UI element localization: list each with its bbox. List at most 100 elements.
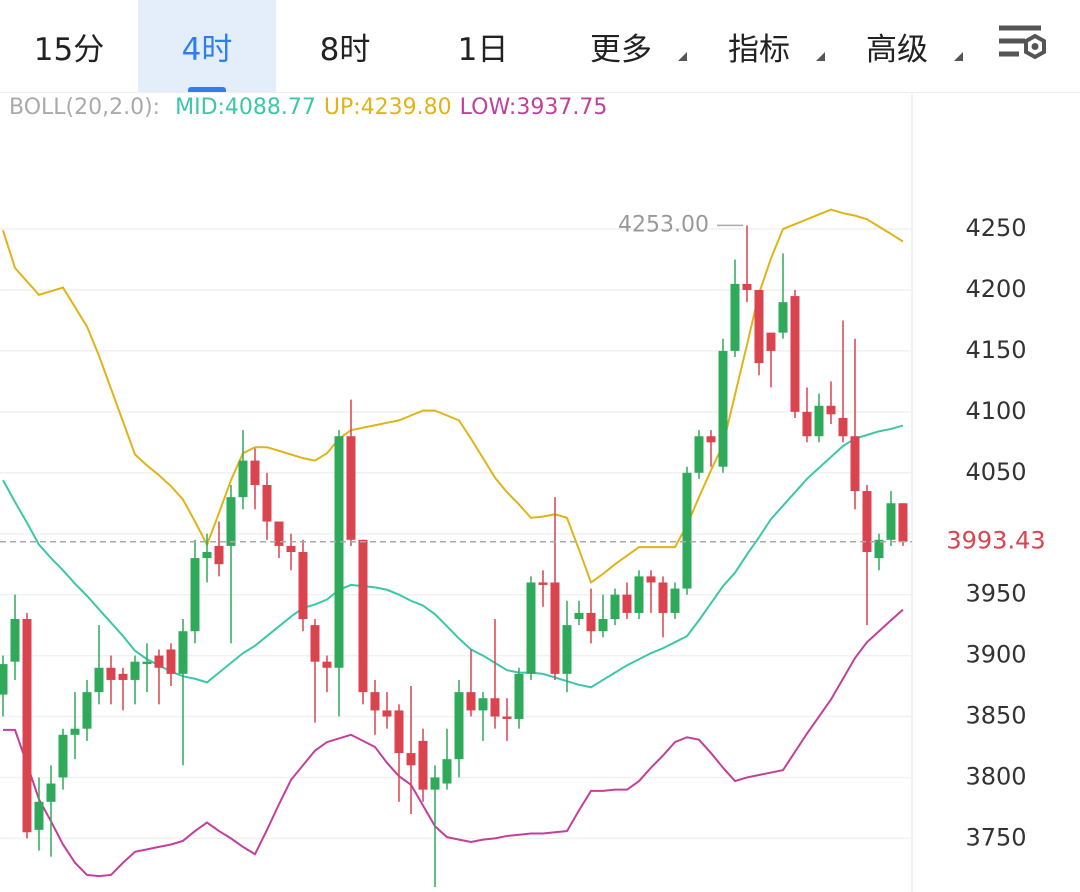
candle-body [46,783,56,802]
y-tick-label: 4150 [965,336,1026,364]
tab[interactable]: 4时 [138,0,276,92]
candle-body [406,753,416,766]
candle-body [646,576,656,583]
candle-body [718,350,728,467]
candle-body [10,619,20,662]
candle-body [226,497,236,546]
dropdown-arrow [816,52,825,61]
candle-body [118,673,128,680]
candle-body [370,692,380,711]
candle-body [538,582,548,585]
candle-body [814,405,824,437]
dropdown-arrow [678,52,687,61]
y-tick-label: 3900 [965,641,1026,669]
indicator-value: UP:4239.80 [323,95,452,120]
candle-body [826,405,836,415]
last-price-box [935,523,1065,560]
candle-body [790,296,800,412]
candle-body [862,491,872,552]
candle-body [622,594,632,613]
candle-body [310,625,320,662]
candle-body [94,667,104,693]
candle-body [418,740,428,790]
candle-body [574,612,584,620]
indicator-label: BOLL(20,2.0): MID:4088.77 UP:4239.80 LOW:3… [9,95,615,120]
candle-body [214,545,224,565]
indicator-name: BOLL(20,2.0): [9,95,161,120]
tab[interactable]: 8时 [319,31,371,68]
y-tick-label: 4050 [965,458,1026,486]
indicator-value: MID:4088.77 [175,95,316,120]
candle-body [586,612,596,632]
boll-line [2,208,904,585]
candle-body [754,289,764,364]
boll-line [3,608,904,878]
candle-body [766,332,776,351]
candle-body [106,667,116,680]
candle-body [382,710,392,717]
tab[interactable]: 更多 [552,0,690,92]
candle-body [634,576,644,613]
candle-body [478,698,488,711]
candle-body [130,661,140,680]
candle-body [682,472,692,589]
tab[interactable]: 指标 [690,0,828,92]
candle-body [610,594,620,620]
candle-body [706,436,716,443]
candle-body [490,698,500,717]
tab[interactable]: 高级 [828,0,966,92]
candle-body [454,692,464,760]
candle-body [394,710,404,754]
candle-body [562,625,572,674]
candle-body [0,664,8,695]
y-tick-label: 3950 [965,580,1026,608]
settings-icon[interactable] [995,22,1051,66]
candle-body [466,692,476,711]
tab[interactable]: 1日 [457,31,509,68]
candle-body [154,655,164,668]
candle-body [850,436,860,492]
candle-body [250,460,260,485]
candle-body [742,283,752,290]
candle-body [442,759,452,784]
y-tick-label: 4250 [965,214,1026,242]
candle-body [886,503,896,540]
candle-body [298,551,308,620]
indicator-value: LOW:3937.75 [459,95,608,120]
last-price-label: 3993.43 [946,527,1045,555]
candle-body [898,503,908,542]
candle-body [514,673,524,719]
candle-body [178,631,188,674]
candle-body [334,436,344,668]
candle-body [430,777,440,790]
candle-body [58,734,68,778]
candle-body [670,588,680,613]
high-label: 4253.00 [618,212,709,237]
candle-body [286,545,296,552]
candle-body [238,460,248,498]
candle-body [802,411,812,437]
y-tick-label: 4100 [965,397,1026,425]
candle-body [166,649,176,674]
y-tick-label: 3800 [965,762,1026,790]
candle-body [346,436,356,540]
candle-body [358,539,368,693]
candle-body [34,801,44,830]
candle-body [658,582,668,613]
candle-body [262,484,272,522]
candle-body [502,716,512,719]
candle-body [874,539,884,559]
candle-body [322,661,332,668]
candle-body [598,619,608,632]
tab[interactable]: 15分 [33,31,105,68]
chart: 3750 3800 3850 3900 3950 4050 4100 4150 4200 4250… [0,92,1065,892]
dropdown-arrow [954,52,963,61]
candle-body [190,558,200,632]
tab-bar: 15分 4时 8时 1日 更多 指标 高级 [0,0,1080,93]
candle-body [778,302,788,333]
candle-body [142,661,152,665]
candle-body [550,582,560,674]
y-tick-label: 3850 [965,702,1026,730]
candle-body [82,692,92,729]
candle-body [202,551,212,559]
